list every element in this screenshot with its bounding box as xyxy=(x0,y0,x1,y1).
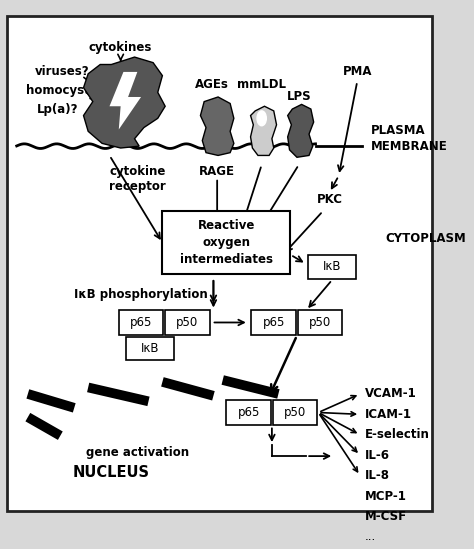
FancyBboxPatch shape xyxy=(273,400,318,424)
Text: p65: p65 xyxy=(263,316,285,329)
Text: p50: p50 xyxy=(284,406,306,419)
FancyBboxPatch shape xyxy=(163,211,291,274)
Polygon shape xyxy=(109,72,141,130)
Polygon shape xyxy=(288,104,314,158)
Ellipse shape xyxy=(257,111,266,126)
Text: cytokine
receptor: cytokine receptor xyxy=(109,165,166,193)
Text: p50: p50 xyxy=(176,316,199,329)
FancyBboxPatch shape xyxy=(165,310,210,334)
Text: IL-8: IL-8 xyxy=(365,469,390,482)
Text: cytokines: cytokines xyxy=(89,41,152,54)
Text: IκB phosphorylation: IκB phosphorylation xyxy=(74,288,208,301)
Text: IκB: IκB xyxy=(141,342,160,355)
Text: viruses?: viruses? xyxy=(35,65,90,79)
Text: IκB: IκB xyxy=(323,260,341,273)
Polygon shape xyxy=(201,97,234,155)
Text: E-selectin: E-selectin xyxy=(365,428,429,441)
Text: CYTOPLASM: CYTOPLASM xyxy=(385,232,466,245)
Text: p65: p65 xyxy=(237,406,260,419)
Text: PLASMA
MEMBRANE: PLASMA MEMBRANE xyxy=(371,124,448,153)
FancyBboxPatch shape xyxy=(126,337,174,360)
Text: ICAM-1: ICAM-1 xyxy=(365,408,412,421)
FancyBboxPatch shape xyxy=(8,16,432,511)
Text: M-CSF: M-CSF xyxy=(365,510,407,523)
Text: VCAM-1: VCAM-1 xyxy=(365,388,417,400)
Text: AGEs: AGEs xyxy=(195,79,228,92)
Text: ...: ... xyxy=(365,530,376,544)
Text: RAGE: RAGE xyxy=(199,165,235,178)
FancyBboxPatch shape xyxy=(227,400,271,424)
Text: MCP-1: MCP-1 xyxy=(365,490,407,502)
Polygon shape xyxy=(251,107,276,155)
Text: p50: p50 xyxy=(309,316,331,329)
Text: Reactive
oxygen
intermediates: Reactive oxygen intermediates xyxy=(180,219,273,266)
Text: PKC: PKC xyxy=(317,193,342,205)
Polygon shape xyxy=(83,57,165,148)
FancyBboxPatch shape xyxy=(119,310,164,334)
Text: homocysteine?: homocysteine? xyxy=(26,84,125,97)
Text: PMA: PMA xyxy=(343,65,372,79)
FancyBboxPatch shape xyxy=(298,310,342,334)
Text: p65: p65 xyxy=(130,316,152,329)
Text: Lp(a)?: Lp(a)? xyxy=(37,103,79,115)
Text: LPS: LPS xyxy=(286,91,311,103)
Text: IL-6: IL-6 xyxy=(365,449,390,462)
Text: NUCLEUS: NUCLEUS xyxy=(73,466,150,480)
FancyBboxPatch shape xyxy=(308,255,356,279)
Text: mmLDL: mmLDL xyxy=(237,79,286,92)
Text: gene activation: gene activation xyxy=(86,446,189,459)
FancyBboxPatch shape xyxy=(252,310,296,334)
